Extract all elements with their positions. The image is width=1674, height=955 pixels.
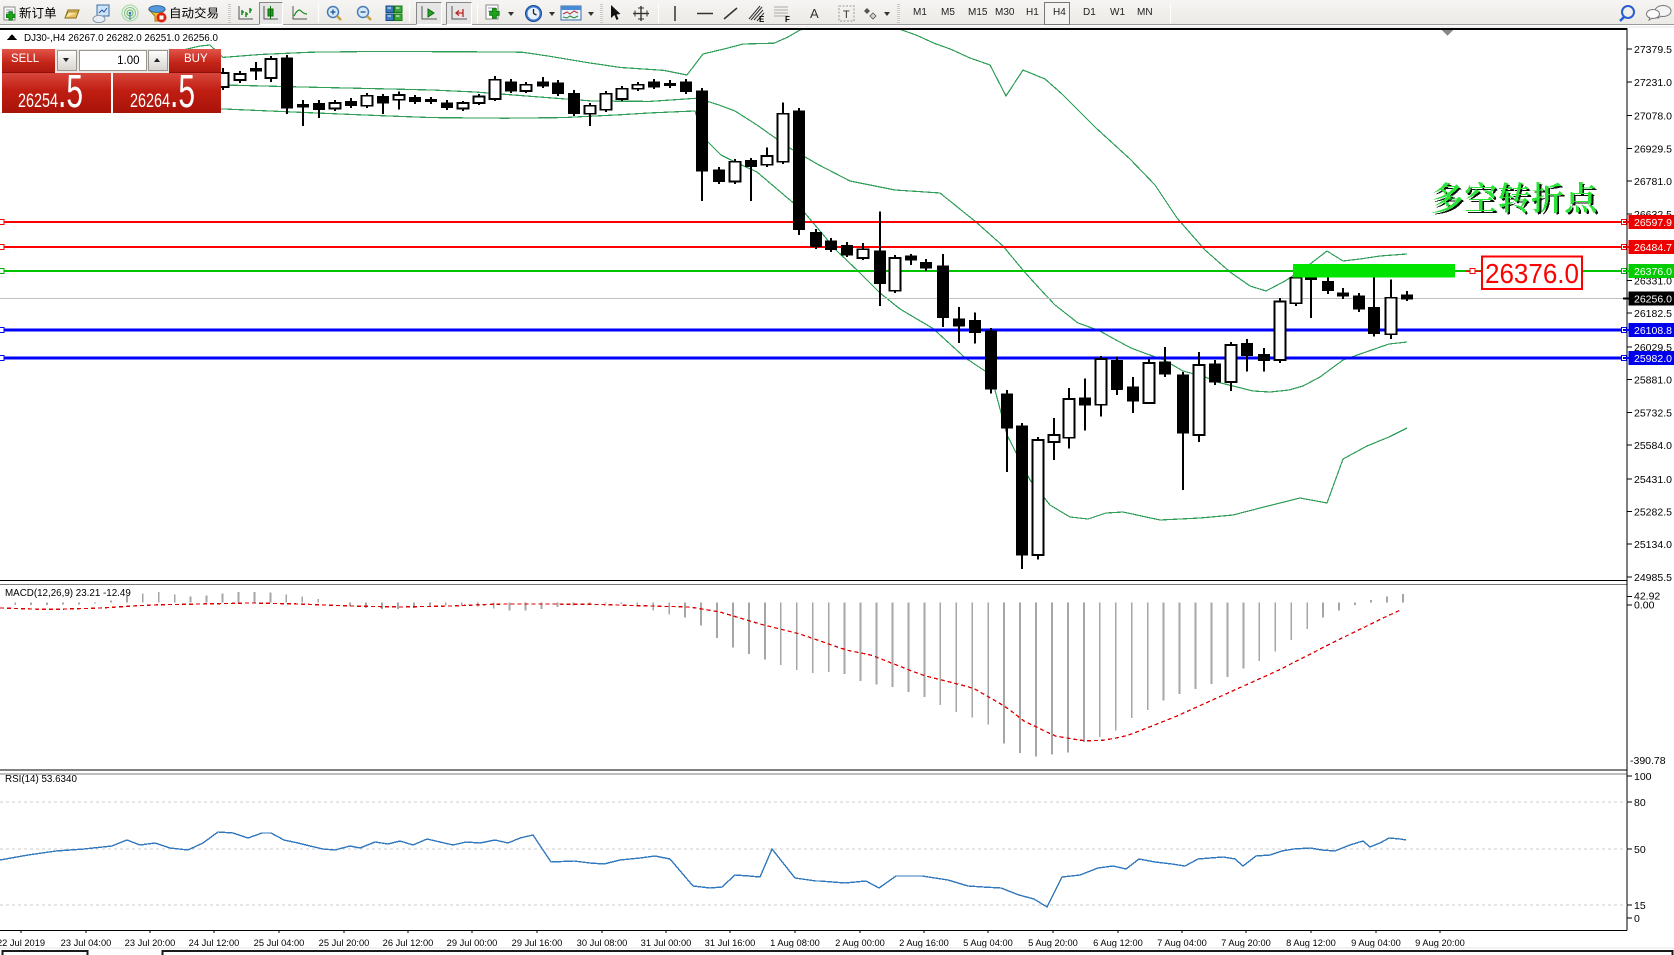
svg-text:5 Aug 20:00: 5 Aug 20:00 xyxy=(1028,938,1078,948)
svg-text:26376.0: 26376.0 xyxy=(1485,258,1579,289)
svg-text:25 Jul 20:00: 25 Jul 20:00 xyxy=(319,938,370,948)
svg-text:F: F xyxy=(785,15,790,23)
svg-text:1 Aug 08:00: 1 Aug 08:00 xyxy=(770,938,820,948)
svg-text:26484.7: 26484.7 xyxy=(1634,242,1672,254)
svg-text:15: 15 xyxy=(1634,900,1646,912)
svg-text:25584.0: 25584.0 xyxy=(1634,440,1672,452)
svg-text:29 Jul 16:00: 29 Jul 16:00 xyxy=(512,938,563,948)
svg-text:23 Jul 04:00: 23 Jul 04:00 xyxy=(61,938,112,948)
svg-text:27379.5: 27379.5 xyxy=(1634,44,1672,56)
svg-text:26597.9: 26597.9 xyxy=(1634,217,1672,229)
svg-text:5 Aug 04:00: 5 Aug 04:00 xyxy=(963,938,1013,948)
svg-text:26331.0: 26331.0 xyxy=(1634,275,1672,287)
svg-text:7 Aug 20:00: 7 Aug 20:00 xyxy=(1221,938,1271,948)
svg-text:26182.5: 26182.5 xyxy=(1634,308,1672,320)
svg-text:80: 80 xyxy=(1634,797,1646,809)
svg-text:8 Aug 12:00: 8 Aug 12:00 xyxy=(1286,938,1336,948)
svg-text:25431.0: 25431.0 xyxy=(1634,474,1672,486)
svg-text:25282.5: 25282.5 xyxy=(1634,507,1672,519)
svg-text:26256.0: 26256.0 xyxy=(1634,294,1672,306)
svg-text:50: 50 xyxy=(1634,844,1646,856)
svg-text:.5: .5 xyxy=(170,73,195,113)
svg-text:24985.5: 24985.5 xyxy=(1634,572,1672,584)
svg-text:MACD(12,26,9) 23.21 -12.49: MACD(12,26,9) 23.21 -12.49 xyxy=(5,588,131,599)
svg-text:E: E xyxy=(759,15,765,23)
svg-text:9 Aug 04:00: 9 Aug 04:00 xyxy=(1351,938,1401,948)
svg-text:25 Jul 04:00: 25 Jul 04:00 xyxy=(254,938,305,948)
svg-text:31 Jul 16:00: 31 Jul 16:00 xyxy=(705,938,756,948)
svg-text:29 Jul 00:00: 29 Jul 00:00 xyxy=(447,938,498,948)
svg-text:25732.5: 25732.5 xyxy=(1634,407,1672,419)
svg-text:0.00: 0.00 xyxy=(1634,600,1655,612)
svg-text:-390.78: -390.78 xyxy=(1630,755,1666,767)
svg-text:31 Jul 00:00: 31 Jul 00:00 xyxy=(641,938,692,948)
svg-text:26781.0: 26781.0 xyxy=(1634,176,1672,188)
svg-text:27078.0: 27078.0 xyxy=(1634,111,1672,123)
svg-text:T: T xyxy=(843,9,850,21)
svg-text:7 Aug 04:00: 7 Aug 04:00 xyxy=(1157,938,1207,948)
svg-text:26929.5: 26929.5 xyxy=(1634,143,1672,155)
svg-text:DJ30-,H4 26267.0 26282.0 2625: DJ30-,H4 26267.0 26282.0 26251.0 26256.0 xyxy=(24,33,218,44)
svg-text:26264: 26264 xyxy=(130,91,170,112)
svg-text:24 Jul 12:00: 24 Jul 12:00 xyxy=(189,938,240,948)
svg-text:26108.8: 26108.8 xyxy=(1634,325,1672,337)
svg-text:25982.0: 25982.0 xyxy=(1634,353,1672,365)
svg-text:25134.0: 25134.0 xyxy=(1634,539,1672,551)
svg-text:26 Jul 12:00: 26 Jul 12:00 xyxy=(383,938,434,948)
svg-text:22 Jul 2019: 22 Jul 2019 xyxy=(0,938,45,948)
svg-text:100: 100 xyxy=(1634,771,1652,783)
svg-text:42.92: 42.92 xyxy=(1634,591,1660,603)
svg-text:26376.0: 26376.0 xyxy=(1634,266,1672,278)
svg-text:26029.5: 26029.5 xyxy=(1634,342,1672,354)
svg-text:2 Aug 00:00: 2 Aug 00:00 xyxy=(835,938,885,948)
svg-text:23 Jul 20:00: 23 Jul 20:00 xyxy=(125,938,176,948)
svg-text:2 Aug 16:00: 2 Aug 16:00 xyxy=(899,938,949,948)
svg-text:27231.0: 27231.0 xyxy=(1634,77,1672,89)
svg-text:.5: .5 xyxy=(58,73,83,113)
svg-text:RSI(14) 53.6340: RSI(14) 53.6340 xyxy=(5,774,77,785)
svg-text:25881.0: 25881.0 xyxy=(1634,375,1672,387)
svg-text:26254: 26254 xyxy=(18,91,58,112)
svg-text:6 Aug 12:00: 6 Aug 12:00 xyxy=(1093,938,1143,948)
svg-text:30 Jul 08:00: 30 Jul 08:00 xyxy=(577,938,628,948)
svg-text:9 Aug 20:00: 9 Aug 20:00 xyxy=(1415,938,1465,948)
svg-text:0: 0 xyxy=(1634,913,1640,925)
